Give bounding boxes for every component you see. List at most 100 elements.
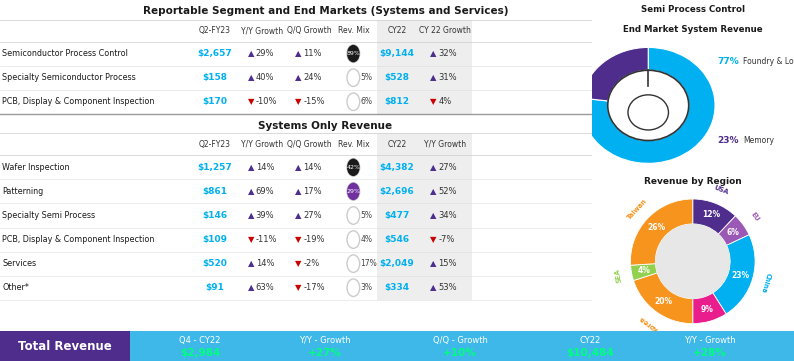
Text: $2,696: $2,696 — [380, 187, 414, 196]
Text: 17%: 17% — [303, 187, 322, 196]
Text: ▼: ▼ — [430, 97, 437, 106]
Text: Specialty Semiconductor Process: Specialty Semiconductor Process — [2, 73, 136, 82]
Text: Revenue by Region: Revenue by Region — [644, 177, 742, 186]
Text: 39%: 39% — [256, 211, 274, 220]
Text: PCB, Display & Component Inspection: PCB, Display & Component Inspection — [2, 235, 155, 244]
Text: 4%: 4% — [360, 235, 372, 244]
Text: Memory: Memory — [743, 136, 774, 145]
Text: ▲: ▲ — [295, 49, 302, 58]
Text: -10%: -10% — [256, 97, 277, 106]
Text: Y/Y Growth: Y/Y Growth — [241, 26, 283, 35]
Text: Semi Process Control: Semi Process Control — [641, 5, 745, 14]
Text: $477: $477 — [384, 211, 410, 220]
Text: SEA: SEA — [614, 268, 622, 283]
Text: 31%: 31% — [438, 73, 457, 82]
Text: ▲: ▲ — [248, 283, 254, 292]
Wedge shape — [581, 47, 715, 163]
Text: 63%: 63% — [256, 283, 275, 292]
Text: Patterning: Patterning — [2, 187, 44, 196]
Wedge shape — [692, 199, 735, 234]
Text: 27%: 27% — [438, 163, 457, 172]
Text: ▲: ▲ — [248, 259, 254, 268]
Text: CY22: CY22 — [580, 336, 600, 345]
Text: ▲: ▲ — [430, 187, 437, 196]
Text: Rev. Mix: Rev. Mix — [337, 26, 369, 35]
Text: ▼: ▼ — [430, 235, 437, 244]
Text: 23%: 23% — [731, 271, 750, 280]
Text: 14%: 14% — [256, 163, 274, 172]
Text: ▲: ▲ — [430, 49, 437, 58]
Text: 40%: 40% — [256, 73, 274, 82]
Text: ▲: ▲ — [295, 73, 302, 82]
Text: 12%: 12% — [702, 210, 720, 219]
Text: ▲: ▲ — [248, 211, 254, 220]
Text: Rev. Mix: Rev. Mix — [337, 140, 369, 149]
FancyBboxPatch shape — [130, 331, 794, 361]
Text: China: China — [761, 272, 772, 293]
Text: $334: $334 — [384, 283, 410, 292]
Text: 3%: 3% — [360, 283, 372, 292]
Text: ▼: ▼ — [295, 97, 302, 106]
FancyBboxPatch shape — [377, 179, 472, 204]
Circle shape — [347, 183, 360, 200]
FancyBboxPatch shape — [377, 204, 472, 227]
Text: Y/Y Growth: Y/Y Growth — [423, 140, 466, 149]
Text: ▲: ▲ — [430, 163, 437, 172]
Text: $10,484: $10,484 — [566, 348, 614, 358]
Text: Semiconductor Process Control: Semiconductor Process Control — [2, 49, 129, 58]
Text: 42%: 42% — [346, 165, 360, 170]
Text: $4,382: $4,382 — [380, 163, 414, 172]
Text: $158: $158 — [202, 73, 227, 82]
FancyBboxPatch shape — [377, 227, 472, 252]
Text: Korea: Korea — [638, 314, 658, 332]
Circle shape — [347, 158, 360, 176]
Wedge shape — [719, 216, 749, 245]
Text: 52%: 52% — [438, 187, 457, 196]
Text: Q/Q Growth: Q/Q Growth — [287, 140, 332, 149]
Text: $861: $861 — [202, 187, 227, 196]
FancyBboxPatch shape — [377, 66, 472, 90]
Text: ▲: ▲ — [248, 187, 254, 196]
Text: $170: $170 — [202, 97, 227, 106]
Text: Taiwan: Taiwan — [626, 197, 648, 221]
Text: $109: $109 — [202, 235, 227, 244]
FancyBboxPatch shape — [0, 331, 130, 361]
Text: Wafer Inspection: Wafer Inspection — [2, 163, 70, 172]
Text: 6%: 6% — [360, 97, 372, 106]
Text: Q/Q Growth: Q/Q Growth — [287, 26, 332, 35]
Circle shape — [628, 95, 669, 130]
Text: 69%: 69% — [256, 187, 274, 196]
FancyBboxPatch shape — [377, 20, 472, 42]
Text: -11%: -11% — [256, 235, 277, 244]
Text: $812: $812 — [384, 97, 410, 106]
Text: ▼: ▼ — [295, 283, 302, 292]
Wedge shape — [630, 264, 657, 280]
Text: 77%: 77% — [717, 57, 738, 66]
Text: ▼: ▼ — [295, 259, 302, 268]
Text: CY22: CY22 — [387, 26, 407, 35]
Text: 23%: 23% — [717, 136, 738, 145]
Text: $2,049: $2,049 — [380, 259, 414, 268]
Text: Total Revenue: Total Revenue — [18, 340, 112, 353]
Text: +27%: +27% — [308, 348, 342, 358]
Text: 29%: 29% — [346, 189, 360, 194]
Text: CY22: CY22 — [387, 140, 407, 149]
Text: Q4 - CY22: Q4 - CY22 — [179, 336, 221, 345]
Text: 15%: 15% — [438, 259, 457, 268]
Text: Y/Y - Growth: Y/Y - Growth — [299, 336, 351, 345]
Wedge shape — [582, 47, 648, 101]
Text: $2,657: $2,657 — [197, 49, 232, 58]
Text: Other*: Other* — [2, 283, 29, 292]
Text: -19%: -19% — [303, 235, 325, 244]
Text: ▲: ▲ — [295, 187, 302, 196]
Wedge shape — [692, 293, 727, 323]
Text: $146: $146 — [202, 211, 227, 220]
Text: +28%: +28% — [693, 348, 727, 358]
Text: Q/Q - Growth: Q/Q - Growth — [433, 336, 488, 345]
Text: Specialty Semi Process: Specialty Semi Process — [2, 211, 95, 220]
Text: 5%: 5% — [360, 73, 372, 82]
Text: 11%: 11% — [303, 49, 322, 58]
Text: Systems Only Revenue: Systems Only Revenue — [258, 121, 392, 131]
Text: 27%: 27% — [303, 211, 322, 220]
Text: 26%: 26% — [647, 223, 665, 232]
